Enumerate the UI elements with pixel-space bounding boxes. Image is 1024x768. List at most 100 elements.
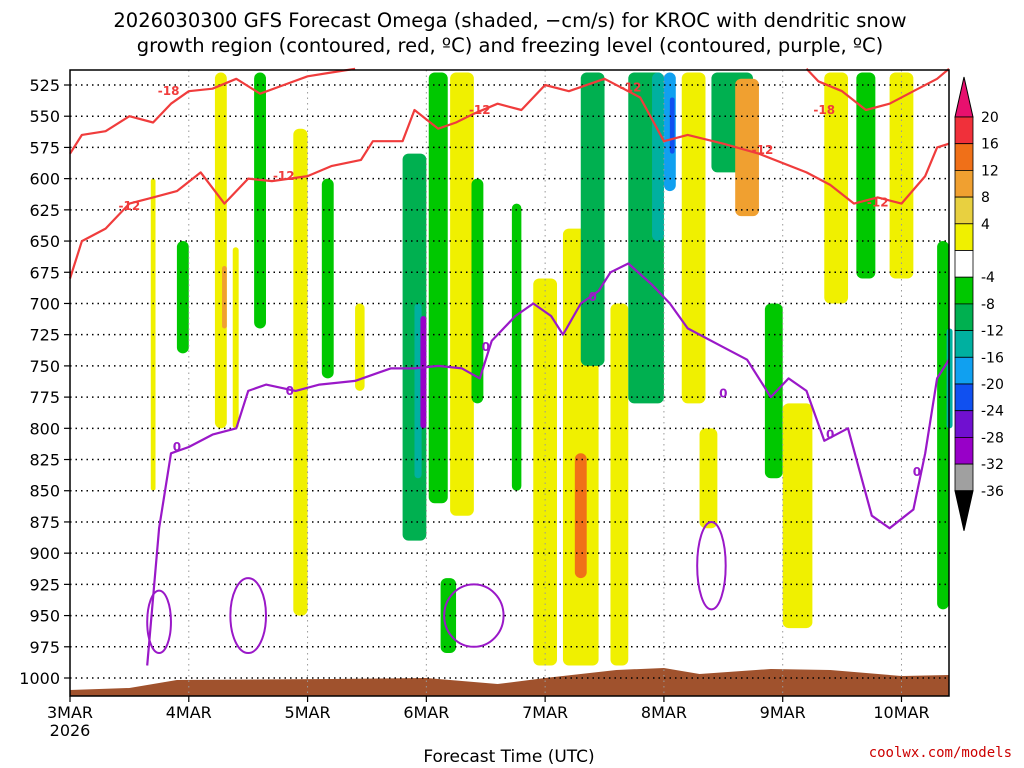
colorbar-swatch (954, 116, 974, 145)
omega-region (428, 72, 448, 504)
x-tick-label: 7MAR (522, 703, 568, 722)
colorbar-bottom-arrow (954, 490, 974, 531)
colorbar-swatch (954, 436, 974, 465)
x-tick-label: 10MAR (873, 703, 929, 722)
colorbar-swatch (954, 463, 974, 492)
colorbar-swatch (954, 383, 974, 412)
credit-text: coolwx.com/models (869, 745, 1012, 761)
terrain-area (70, 668, 949, 696)
contour-label: -18 (158, 84, 180, 98)
colorbar-swatch (954, 356, 974, 385)
x-tick-label: 4MAR (166, 703, 212, 722)
omega-region (232, 247, 239, 429)
dendritic-minus18-contour (805, 67, 950, 112)
omega-region (856, 72, 876, 279)
omega-region (764, 303, 783, 479)
chart-title-line2: growth region (contoured, red, ºC) and f… (137, 34, 884, 57)
contour-label: -12 (620, 80, 642, 94)
y-tick-label: 1000 (19, 669, 60, 688)
y-tick-label: 625 (29, 201, 60, 220)
colorbar-label: -20 (981, 377, 1004, 393)
y-tick-label: 700 (29, 294, 60, 313)
omega-region (176, 241, 189, 354)
contour-label: -18 (813, 103, 835, 117)
omega-shading (150, 72, 953, 666)
y-tick-label: 850 (29, 482, 60, 501)
y-axis: 525 550 575 600 625 650 675 700 725 750 775 800 825 8… (19, 76, 70, 688)
colorbar-swatch (954, 196, 974, 225)
freezing-level-loop (443, 583, 505, 648)
omega-region (420, 315, 427, 429)
colorbar-label: 4 (981, 217, 990, 233)
colorbar-label: -4 (981, 270, 995, 286)
colorbar-swatch (954, 250, 974, 278)
omega-region (937, 241, 949, 610)
omega-region (782, 403, 813, 629)
colorbar-label: -8 (981, 297, 995, 313)
y-tick-label: 800 (29, 419, 60, 438)
freezing-level-contour (146, 262, 950, 666)
x-tick-label: 6MAR (403, 703, 449, 722)
freezing-level-loop (146, 589, 172, 655)
plot-frame (69, 69, 950, 697)
colorbar-label: 12 (981, 163, 999, 179)
contour-label: -12 (119, 199, 141, 213)
omega-region (414, 303, 422, 479)
x-tick-label: 5MAR (285, 703, 331, 722)
contours: -12 -12 -12 -12 -12 -12 -18 -18 0 0 0 0 0 0 0 (68, 67, 950, 666)
omega-region (440, 578, 457, 654)
colorbar-label: -32 (981, 457, 1004, 473)
omega-region (652, 72, 664, 242)
y-tick-label: 975 (29, 638, 60, 657)
omega-region (222, 266, 227, 329)
contour-label: -12 (752, 143, 774, 157)
colorbar-label: -12 (981, 324, 1004, 340)
y-tick-label: 750 (29, 357, 60, 376)
y-tick-label: 950 (29, 607, 60, 626)
contour-label: -12 (469, 103, 491, 117)
omega-region (580, 72, 605, 366)
y-tick-label: 575 (29, 138, 60, 157)
omega-region (511, 203, 522, 491)
contour-label: -12 (867, 195, 889, 209)
y-tick-label: 525 (29, 76, 60, 95)
colorbar-swatch (954, 330, 974, 358)
omega-region (450, 72, 474, 516)
freezing-level-loop (696, 520, 727, 611)
freezing-level-loop (229, 577, 267, 655)
dendritic-minus18-contour (69, 67, 356, 155)
omega-region (824, 72, 849, 304)
y-tick-label: 550 (29, 107, 60, 126)
colorbar-top-arrow (954, 76, 974, 118)
y-tick-label: 900 (29, 544, 60, 563)
omega-region (669, 97, 675, 154)
contour-label: 0 (286, 384, 294, 398)
contour-label: 0 (719, 386, 727, 400)
colorbar-label: -28 (981, 430, 1004, 446)
y-tick-label: 725 (29, 326, 60, 345)
y-tick-label: 650 (29, 232, 60, 251)
grid (69, 70, 949, 696)
colorbar-label: 20 (981, 110, 999, 126)
omega-region (610, 303, 629, 666)
colorbar-swatch (954, 303, 974, 331)
x-axis-title: Forecast Time (UTC) (423, 747, 594, 767)
x-axis: 3MAR 4MAR 5MAR 6MAR 7MAR 8MAR 9MAR 10MAR 2026 (47, 696, 930, 740)
colorbar-label: -24 (981, 404, 1004, 420)
x-tick-label: 3MAR (47, 703, 93, 722)
colorbar-label: 8 (981, 190, 990, 206)
colorbar-swatch (954, 143, 974, 171)
x-tick-label: 8MAR (641, 703, 687, 722)
y-tick-label: 875 (29, 513, 60, 532)
terrain-fill (70, 668, 949, 696)
y-tick-label: 775 (29, 388, 60, 407)
y-tick-label: 600 (29, 170, 60, 189)
omega-region (471, 178, 484, 404)
colorbar-label: -16 (981, 350, 1004, 366)
y-tick-label: 675 (29, 263, 60, 282)
omega-region (214, 72, 227, 429)
x-tick-label: 9MAR (760, 703, 806, 722)
omega-region (699, 428, 718, 529)
dendritic-minus12-contour (68, 77, 950, 279)
